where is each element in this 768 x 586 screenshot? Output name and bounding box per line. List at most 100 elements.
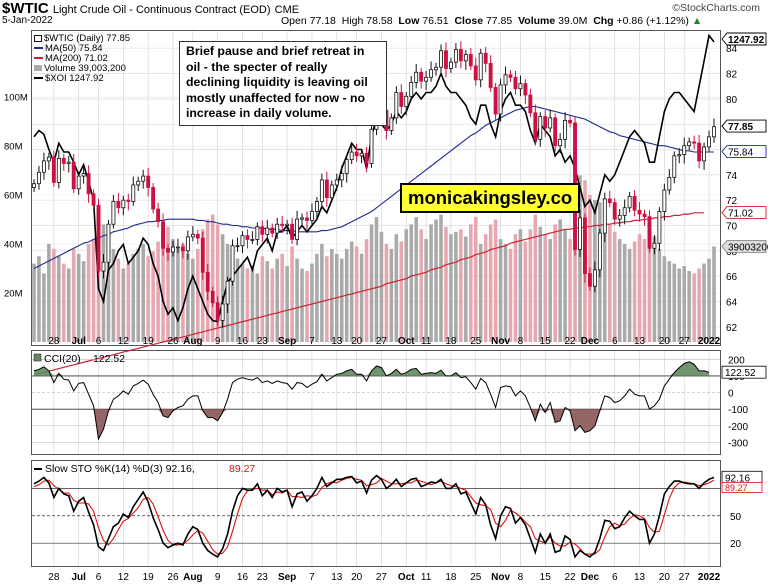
volume-bar <box>52 248 56 342</box>
x-tick-label-price: 8 <box>518 336 524 347</box>
ma200-line <box>33 212 705 376</box>
xoi-line <box>33 33 715 323</box>
price-tick-label: 66 <box>726 272 738 283</box>
candle-body <box>76 175 81 190</box>
candle-body <box>136 180 141 186</box>
cci-oversold-fill <box>34 409 709 439</box>
candle-body <box>101 261 106 272</box>
candle-body <box>448 61 453 69</box>
x-tick-label-bottom: 7 <box>309 572 315 583</box>
x-tick-label-bottom: 23 <box>257 572 269 583</box>
candle-body <box>553 117 558 147</box>
x-tick-label-price: 23 <box>257 336 269 347</box>
volume-bar <box>240 263 245 342</box>
cci-last-tag: 122.52 <box>725 368 756 379</box>
x-tick-label-price: Oct <box>398 336 415 347</box>
cci-tick-label: -300 <box>728 438 748 449</box>
volume-bar <box>265 261 270 342</box>
candle-body <box>285 223 290 226</box>
ohlc-stats: Open 77.18 High 78.58 Low 76.51 Close 77… <box>281 15 702 27</box>
volume-bar <box>280 253 284 342</box>
candle-body <box>111 201 116 225</box>
x-tick-label-price: Aug <box>183 336 202 347</box>
candle-body <box>354 151 359 157</box>
volume-bar <box>622 244 627 342</box>
candle-body <box>568 119 572 124</box>
x-tick-label-bottom: 2022 <box>698 572 721 583</box>
candle-body <box>210 290 215 304</box>
candle-body <box>612 202 617 220</box>
candle-body <box>106 223 111 263</box>
volume-bar <box>270 268 275 342</box>
candle-body <box>652 242 657 249</box>
volume-bar <box>339 258 344 342</box>
close-label: Close <box>454 15 484 27</box>
candle-body <box>672 155 677 178</box>
candle-body <box>81 173 86 177</box>
sto-legend-d: 89.27 <box>229 463 255 475</box>
candle-body <box>632 195 637 211</box>
sto-k-tag: 92.16 <box>725 473 750 484</box>
candle-body <box>414 71 419 83</box>
candle-body <box>439 50 443 68</box>
candle-body <box>667 176 672 191</box>
stockcharts-copyright[interactable]: ©StockCharts.com <box>672 2 760 14</box>
candle-body <box>533 112 538 140</box>
x-tick-label-price: Sep <box>278 336 296 347</box>
candle-body <box>235 245 240 248</box>
xoi-price-tag-bg <box>721 32 767 46</box>
volume-bar <box>81 261 86 342</box>
candle-body <box>647 216 652 249</box>
candle-body <box>578 217 582 250</box>
candle-body <box>617 214 622 220</box>
volume-tag-bg <box>721 240 767 253</box>
candle-body <box>71 161 76 190</box>
volume-bar <box>151 251 155 342</box>
candle-body <box>324 179 329 199</box>
candle-body <box>687 141 692 147</box>
x-tick-label-price: 18 <box>445 336 457 347</box>
xoi-price-tag: 1247.92 <box>728 35 765 46</box>
volume-bar <box>409 224 414 342</box>
ma50-line <box>33 105 714 269</box>
candle-body <box>344 159 349 174</box>
candle-body <box>195 233 200 239</box>
x-tick-label-bottom: 18 <box>445 572 457 583</box>
candle-body <box>290 223 295 240</box>
volume-bar <box>444 226 448 342</box>
volume-bar <box>439 214 443 342</box>
volume-bar <box>210 214 215 342</box>
volume-bar <box>61 263 66 342</box>
x-tick-label-bottom: 6 <box>96 572 102 583</box>
candle-body <box>91 193 96 206</box>
x-tick-label-price: 20 <box>351 336 363 347</box>
x-tick-label-bottom: 13 <box>634 572 646 583</box>
x-axis-labels: 28 28 Jul Jul 6 6 12 12 19 19 26 26 Aug Aug 9 9 16 16 23 23… <box>48 336 720 583</box>
price-tick-label: 72 <box>726 196 738 207</box>
high-label: High <box>341 15 364 27</box>
candle-body <box>583 217 587 275</box>
xoi-path <box>33 33 715 323</box>
volume-value: 39.0M <box>558 15 588 27</box>
volume-bar <box>171 239 175 342</box>
candle-body <box>180 246 185 252</box>
cci-last-tag-bg <box>721 365 767 379</box>
volume-bar <box>404 229 409 342</box>
ma50-path <box>33 105 714 269</box>
volume-bar <box>657 248 662 342</box>
volume-bar <box>136 248 141 342</box>
low-value: 76.51 <box>422 15 449 27</box>
cci-tick-label: 0 <box>728 389 734 400</box>
candle-body <box>116 201 121 209</box>
x-tick-label-price: 28 <box>48 336 60 347</box>
volume-bar <box>91 239 96 342</box>
price-candles <box>32 41 716 328</box>
x-tick-label-bottom: Dec <box>581 572 600 583</box>
candle-body <box>280 223 285 226</box>
volume-bar <box>354 246 359 342</box>
volume-bar <box>200 229 205 342</box>
candle-body <box>538 116 543 140</box>
ma200-price-tag: 71.02 <box>728 208 753 219</box>
ma50-swatch-icon <box>34 47 43 49</box>
volume-bar <box>330 248 334 342</box>
